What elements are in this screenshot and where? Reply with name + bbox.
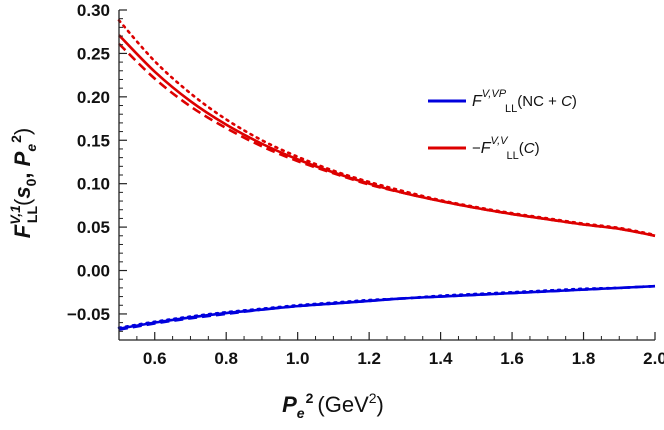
y-title-sup: V,1 [7,205,23,225]
series-line-2-solid [118,34,656,238]
x-tick-label: 1.4 [429,349,453,368]
y-tick-label: 0.20 [77,88,110,107]
axes: 0.6 0.8 1.0 1.2 1.4 1.6 1.8 2.0 −0.05 0.00 0.05 0.… [67,1,664,368]
x-title-unit-close: ) [377,392,384,417]
x-tick-label: 0.6 [143,349,167,368]
series-line-4-dotted [117,19,657,237]
x-tick-label: 1.0 [286,349,310,368]
series-line-1-solid [118,284,656,330]
x-title-sup: 2 [306,390,314,406]
x-tick-label: 0.8 [214,349,238,368]
legend: FV,VPLL(NC + C) −FV,VLL(C) [428,88,577,162]
legend-1-open: (NC + [517,93,561,110]
y-tick-label: 0.25 [77,44,110,63]
legend-2-close: ) [535,140,540,157]
x-ticks: 0.6 0.8 1.0 1.2 1.4 1.6 1.8 2.0 [118,332,664,368]
x-title-unit-sup: 2 [369,390,377,406]
x-tick-label: 1.8 [572,349,596,368]
legend-item-1: FV,VP LL(NC + C) [428,88,577,115]
y-title-open: ( [10,198,35,206]
y-tick-label: 0.10 [77,175,110,194]
x-tick-label: 1.2 [357,349,381,368]
x-tick-label: 2.0 [643,349,664,368]
legend-label-1: FV,VP LL(NC + C) [472,88,577,115]
y-title-sub: LL [24,206,40,224]
y-title-close: ) [10,128,35,135]
x-title-sub: e [297,405,305,421]
legend-item-2: −FV,V LL(C) [428,135,540,162]
y-title-p-sub: e [23,144,39,152]
x-tick-label: 1.6 [500,349,524,368]
legend-1-close: ) [572,93,577,110]
legend-label-2: −FV,V LL(C) [472,135,540,162]
x-title-unit-open: (GeV [317,392,369,417]
y-tick-label: 0.00 [77,262,110,281]
legend-1-sub: LL [505,103,517,115]
series-line-6-dotted [117,284,657,330]
legend-1-base: F [472,93,483,110]
y-ticks: −0.05 0.00 0.05 0.10 0.15 0.20 0.25 0.30 [67,1,127,341]
y-tick-label: 0.30 [77,1,110,20]
series-line-3-dashed [118,42,656,238]
y-axis-title: FV,1LL(s0, Pe2) [7,128,40,239]
y-tick-label: 0.15 [77,131,110,150]
legend-2-prefix: − [472,140,481,157]
x-title-base: P [282,392,297,417]
legend-1-sup: V,VP [482,88,507,100]
y-title-p-sup: 2 [8,135,24,143]
legend-2-it: C [524,140,535,157]
y-title-s-sub: 0 [23,178,39,186]
legend-2-sup: V,V [491,135,510,147]
plot-lines [117,19,657,331]
legend-2-sub: LL [506,150,518,162]
series-line-5-dashed [118,284,656,331]
x-axis-title: Pe2 (GeV2) [282,390,384,421]
y-title-s: s [10,186,35,198]
y-title-comma: , [10,166,35,178]
y-title-p: P [10,151,35,166]
y-tick-label: −0.05 [67,305,110,324]
y-tick-label: 0.05 [77,218,110,237]
legend-2-base: F [481,140,492,157]
legend-1-it: C [561,93,572,110]
y-title-base: F [10,224,35,238]
legend-2-open: ( [519,140,524,157]
